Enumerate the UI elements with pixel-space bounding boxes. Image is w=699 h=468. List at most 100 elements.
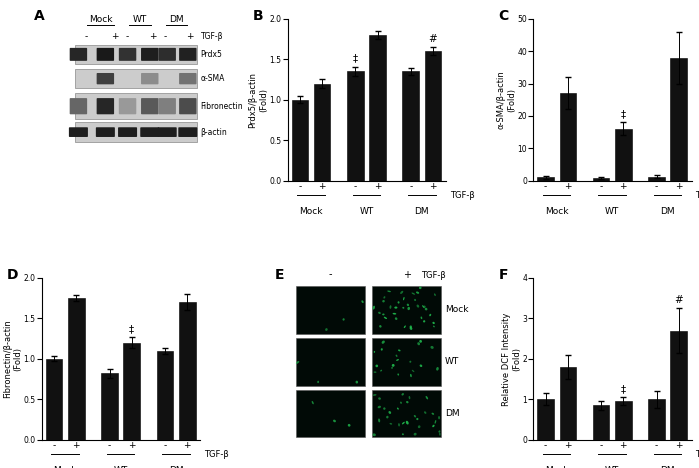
Ellipse shape [382, 300, 384, 302]
FancyBboxPatch shape [118, 127, 137, 137]
Ellipse shape [317, 380, 319, 383]
Ellipse shape [438, 431, 440, 432]
Ellipse shape [419, 286, 421, 289]
Text: β-actin: β-actin [201, 128, 227, 137]
Ellipse shape [422, 305, 424, 308]
Ellipse shape [377, 406, 381, 408]
Ellipse shape [387, 291, 391, 292]
Text: -: - [329, 270, 332, 279]
Ellipse shape [394, 307, 398, 309]
Ellipse shape [414, 299, 416, 301]
FancyBboxPatch shape [119, 48, 136, 61]
Ellipse shape [414, 415, 416, 417]
Ellipse shape [410, 361, 411, 363]
Ellipse shape [435, 420, 436, 424]
Ellipse shape [412, 370, 415, 372]
Ellipse shape [373, 306, 375, 309]
Ellipse shape [391, 367, 393, 369]
Ellipse shape [408, 307, 410, 310]
Bar [648, 177, 665, 181]
Text: WT: WT [605, 466, 619, 468]
Ellipse shape [426, 396, 428, 399]
Bar [46, 359, 62, 440]
Ellipse shape [403, 307, 404, 309]
Ellipse shape [312, 401, 314, 404]
Ellipse shape [398, 423, 400, 426]
Y-axis label: Prdx5/β-actin
(Fold): Prdx5/β-actin (Fold) [249, 72, 268, 128]
Bar [291, 100, 308, 181]
Text: DM: DM [445, 409, 459, 418]
Ellipse shape [373, 394, 377, 396]
Ellipse shape [381, 348, 383, 351]
Ellipse shape [383, 407, 386, 410]
Bar [372, 286, 442, 334]
FancyBboxPatch shape [141, 73, 159, 84]
Ellipse shape [421, 316, 422, 319]
FancyBboxPatch shape [96, 127, 115, 137]
FancyBboxPatch shape [141, 48, 159, 61]
Bar [369, 35, 386, 181]
Ellipse shape [393, 313, 396, 314]
Bar [101, 373, 118, 440]
Bar [157, 351, 173, 440]
Bar [559, 93, 576, 181]
Text: Mock: Mock [545, 466, 568, 468]
FancyBboxPatch shape [70, 48, 87, 61]
Text: WT: WT [605, 207, 619, 216]
Ellipse shape [325, 328, 328, 331]
Bar [372, 338, 442, 386]
Y-axis label: Relative DCF Intensity
(Fold): Relative DCF Intensity (Fold) [502, 312, 521, 406]
FancyBboxPatch shape [159, 48, 176, 61]
Ellipse shape [398, 350, 401, 351]
Ellipse shape [389, 305, 391, 309]
FancyBboxPatch shape [69, 127, 88, 137]
Text: -: - [164, 32, 167, 41]
Ellipse shape [431, 413, 434, 415]
Text: +: + [403, 270, 410, 279]
Text: +: + [186, 32, 193, 41]
Ellipse shape [333, 420, 336, 422]
Ellipse shape [396, 355, 398, 357]
Ellipse shape [348, 424, 350, 427]
Bar [593, 405, 610, 440]
Bar [615, 402, 632, 440]
Text: TGF-β: TGF-β [201, 32, 223, 41]
Bar [538, 399, 554, 440]
Text: TGF-β: TGF-β [696, 450, 699, 459]
Ellipse shape [419, 340, 422, 343]
Ellipse shape [417, 418, 419, 420]
Bar [538, 177, 554, 181]
Bar [593, 178, 610, 181]
Text: TGF-β: TGF-β [421, 271, 446, 279]
Bar [403, 71, 419, 181]
Ellipse shape [373, 433, 376, 436]
Ellipse shape [434, 293, 435, 296]
Text: α-SMA: α-SMA [201, 74, 225, 83]
Text: WT: WT [359, 207, 373, 216]
Ellipse shape [429, 314, 431, 316]
Bar [75, 44, 197, 64]
Bar [670, 330, 687, 440]
Ellipse shape [384, 317, 387, 319]
Ellipse shape [382, 341, 385, 344]
Text: TGF-β: TGF-β [204, 450, 229, 459]
Bar [347, 71, 363, 181]
Text: Mock: Mock [89, 15, 113, 23]
Text: DM: DM [168, 466, 183, 468]
Text: Mock: Mock [545, 207, 568, 216]
Bar [615, 129, 632, 181]
Text: DM: DM [169, 15, 184, 23]
Text: TGF-β: TGF-β [696, 191, 699, 200]
Ellipse shape [396, 359, 399, 361]
Text: TGF-β: TGF-β [449, 191, 475, 200]
Ellipse shape [424, 306, 426, 308]
Ellipse shape [296, 361, 299, 364]
Bar [296, 338, 366, 386]
Text: WT: WT [445, 357, 459, 366]
Ellipse shape [412, 292, 415, 295]
Ellipse shape [391, 364, 394, 367]
Text: Fibronectin: Fibronectin [201, 102, 243, 111]
Ellipse shape [414, 433, 417, 436]
Text: C: C [498, 9, 509, 23]
Ellipse shape [439, 432, 440, 436]
